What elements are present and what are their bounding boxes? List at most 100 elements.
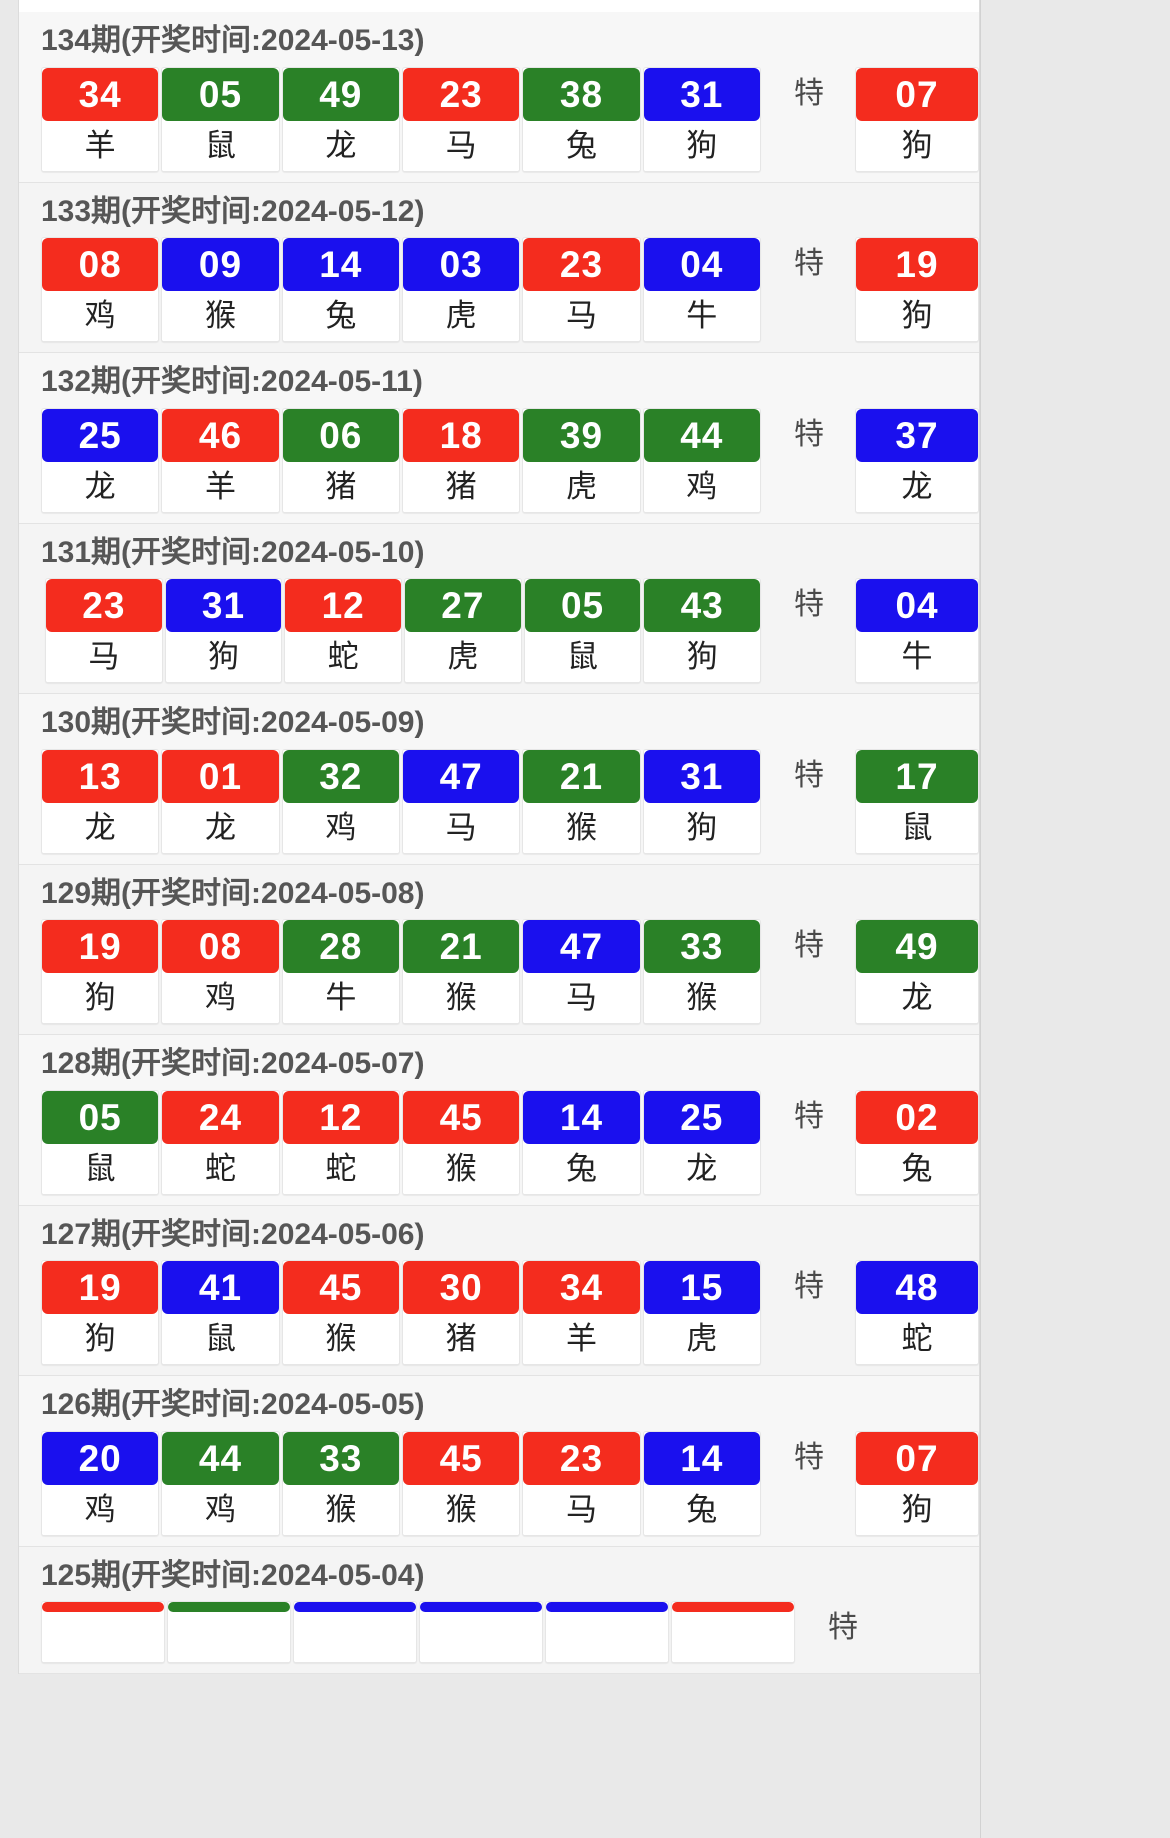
special-ball-number: 07 <box>855 1431 978 1485</box>
ball-cell[interactable] <box>293 1601 417 1663</box>
ball-cell[interactable]: 33 猴 <box>642 919 761 1024</box>
ball-cell[interactable]: 27 虎 <box>404 578 522 683</box>
ball-cell[interactable]: 43 狗 <box>643 578 762 683</box>
ball-cell[interactable] <box>545 1601 669 1663</box>
ball-cell[interactable]: 38 兔 <box>522 66 641 172</box>
ball-number <box>672 1602 794 1612</box>
ball-cell[interactable]: 23 马 <box>45 578 163 683</box>
ball-cell[interactable]: 05 鼠 <box>41 1089 160 1195</box>
draw-period-header: 130期(开奖时间:2024-05-09) <box>41 706 425 739</box>
ball-cell[interactable]: 32 鸡 <box>281 748 400 854</box>
ball-cell[interactable]: 44 鸡 <box>161 1430 280 1536</box>
ball-cell[interactable]: 33 猴 <box>281 1430 400 1536</box>
ball-zodiac: 猪 <box>402 1314 520 1364</box>
ball-cell[interactable]: 28 牛 <box>281 919 400 1024</box>
ball-number: 09 <box>162 238 279 291</box>
ball-cell[interactable]: 44 鸡 <box>642 407 761 513</box>
ball-cell[interactable]: 06 猪 <box>281 407 400 513</box>
special-ball-zodiac: 鼠 <box>855 802 978 853</box>
ball-cell[interactable]: 08 鸡 <box>41 237 160 342</box>
ball-cell[interactable]: 20 鸡 <box>41 1430 160 1536</box>
special-ball-cell[interactable]: 17 鼠 <box>854 748 979 854</box>
ball-cell[interactable]: 34 羊 <box>522 1260 641 1365</box>
ball-cell[interactable]: 49 龙 <box>281 66 400 172</box>
ball-cell[interactable]: 04 牛 <box>642 237 761 342</box>
ball-cell[interactable]: 14 兔 <box>522 1089 641 1195</box>
ball-number: 06 <box>282 408 399 462</box>
draw-row[interactable]: 130期(开奖时间:2024-05-09) 13 龙 01 龙 32 鸡 47 马 21 猴 31 狗特… <box>19 694 979 865</box>
ball-cell[interactable] <box>671 1601 795 1663</box>
ball-cell[interactable]: 34 羊 <box>41 66 160 172</box>
ball-cell[interactable]: 05 鼠 <box>161 66 280 172</box>
special-ball-label: 特 <box>793 416 824 452</box>
ball-cell[interactable]: 45 猴 <box>401 1089 521 1195</box>
special-ball-cell[interactable]: 49 龙 <box>854 919 979 1024</box>
top-strip <box>18 0 980 12</box>
ball-cell[interactable] <box>419 1601 543 1663</box>
ball-number: 13 <box>42 749 159 803</box>
ball-cell[interactable]: 45 猴 <box>401 1430 521 1536</box>
ball-cell[interactable]: 03 虎 <box>401 237 521 342</box>
ball-cell[interactable]: 30 猪 <box>401 1260 521 1365</box>
ball-cell[interactable]: 25 龙 <box>41 407 160 513</box>
ball-cell[interactable]: 23 马 <box>522 237 641 342</box>
ball-cell[interactable]: 14 兔 <box>281 237 400 342</box>
ball-cell[interactable]: 19 狗 <box>41 919 160 1024</box>
ball-cell[interactable]: 25 龙 <box>642 1089 761 1195</box>
ball-cell[interactable]: 05 鼠 <box>523 578 642 683</box>
ball-cell[interactable]: 47 马 <box>522 919 641 1024</box>
ball-cell[interactable]: 31 狗 <box>164 578 283 683</box>
ball-zodiac: 鸡 <box>282 802 399 853</box>
ball-cell[interactable]: 09 猴 <box>161 237 280 342</box>
ball-cell[interactable]: 13 龙 <box>41 748 160 854</box>
ball-cell[interactable]: 41 鼠 <box>161 1260 280 1365</box>
ball-cell[interactable]: 31 狗 <box>642 66 761 172</box>
ball-cell[interactable]: 23 马 <box>401 66 521 172</box>
ball-cell[interactable]: 24 蛇 <box>161 1089 280 1195</box>
ball-cell[interactable]: 12 蛇 <box>281 1089 400 1195</box>
ball-cell[interactable] <box>167 1601 291 1663</box>
ball-cell[interactable]: 23 马 <box>522 1430 641 1536</box>
special-ball-number: 19 <box>855 238 978 291</box>
ball-number: 05 <box>42 1090 159 1144</box>
special-ball-cell[interactable]: 07 狗 <box>854 1430 979 1536</box>
ball-cell[interactable]: 12 蛇 <box>284 578 403 683</box>
ball-cell[interactable]: 31 狗 <box>642 748 761 854</box>
ball-cell[interactable] <box>41 1601 165 1663</box>
ball-cell[interactable]: 18 猪 <box>401 407 521 513</box>
ball-cell[interactable]: 47 马 <box>401 748 521 854</box>
special-ball-zodiac: 龙 <box>855 461 978 512</box>
ball-cell[interactable]: 01 龙 <box>161 748 280 854</box>
ball-number: 39 <box>523 408 640 462</box>
ball-cell[interactable]: 21 猴 <box>522 748 641 854</box>
ball-cell[interactable]: 08 鸡 <box>161 919 280 1024</box>
ball-number: 49 <box>282 67 399 121</box>
special-ball-cell[interactable]: 37 龙 <box>854 407 979 513</box>
draw-row[interactable]: 128期(开奖时间:2024-05-07) 05 鼠 24 蛇 12 蛇 45 猴 14 兔 25 龙特… <box>19 1035 979 1206</box>
draw-row[interactable]: 127期(开奖时间:2024-05-06) 19 狗 41 鼠 45 猴 30 猪 34 羊 15 虎特… <box>19 1205 979 1376</box>
special-ball-cell[interactable]: 48 蛇 <box>854 1260 979 1365</box>
ball-cell[interactable]: 15 虎 <box>642 1260 761 1365</box>
draw-row[interactable]: 134期(开奖时间:2024-05-13) 34 羊 05 鼠 49 龙 23 马 38 兔 31 狗特… <box>19 12 979 183</box>
ball-number: 23 <box>46 579 162 632</box>
draw-row[interactable]: 131期(开奖时间:2024-05-10) 23 马 31 狗 12 蛇 27 虎 05 鼠 43 狗特… <box>19 523 980 694</box>
ball-cell[interactable]: 45 猴 <box>281 1260 400 1365</box>
draw-row[interactable]: 129期(开奖时间:2024-05-08) 19 狗 08 鸡 28 牛 21 猴 47 马 33 猴特… <box>19 864 979 1035</box>
ball-cell[interactable]: 46 羊 <box>161 407 280 513</box>
draw-row[interactable]: 133期(开奖时间:2024-05-12) 08 鸡 09 猴 14 兔 03 虎 23 马 04 牛特… <box>19 182 979 353</box>
ball-zodiac: 羊 <box>42 120 159 171</box>
special-ball-cell[interactable]: 07 狗 <box>854 66 979 172</box>
ball-cell[interactable]: 21 猴 <box>401 919 521 1024</box>
special-ball-cell[interactable]: 02 兔 <box>854 1089 979 1195</box>
draw-period-header: 131期(开奖时间:2024-05-10) <box>41 535 425 569</box>
ball-cell[interactable]: 19 狗 <box>41 1260 160 1365</box>
draw-row[interactable]: 126期(开奖时间:2024-05-05) 20 鸡 44 鸡 33 猴 45 猴 23 马 14 兔特… <box>19 1376 979 1547</box>
draw-row[interactable]: 125期(开奖时间:2024-05-04) 特 <box>19 1546 979 1674</box>
special-ball-cell[interactable]: 04 牛 <box>855 578 980 683</box>
ball-cell[interactable]: 39 虎 <box>522 407 641 513</box>
draw-row[interactable]: 132期(开奖时间:2024-05-11) 25 龙 46 羊 06 猪 18 猪 39 虎 44 鸡特… <box>19 353 979 524</box>
draw-balls: 08 鸡 09 猴 14 兔 03 虎 23 马 04 牛特 19 狗 <box>19 237 979 342</box>
ball-cell[interactable]: 14 兔 <box>642 1430 761 1536</box>
special-ball-cell[interactable]: 19 狗 <box>854 237 979 342</box>
special-ball-number: 07 <box>855 67 978 121</box>
